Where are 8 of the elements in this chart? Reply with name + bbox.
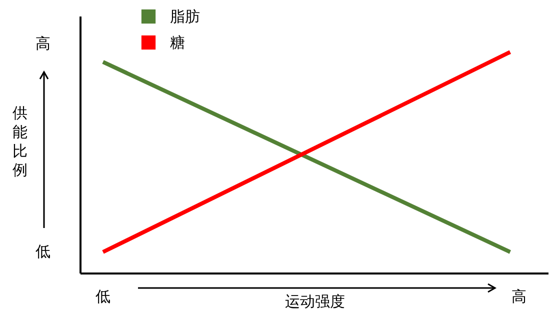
x-axis-title: 运动强度: [285, 292, 345, 310]
text: 高: [512, 288, 527, 306]
annotation: 低: [36, 242, 50, 260]
text: 低: [96, 288, 110, 306]
legend-label: 脂肪: [170, 8, 200, 26]
annotation: 高: [36, 34, 50, 52]
legend-label: 糖: [170, 34, 185, 52]
y-axis-title: 供能比例: [12, 104, 28, 180]
